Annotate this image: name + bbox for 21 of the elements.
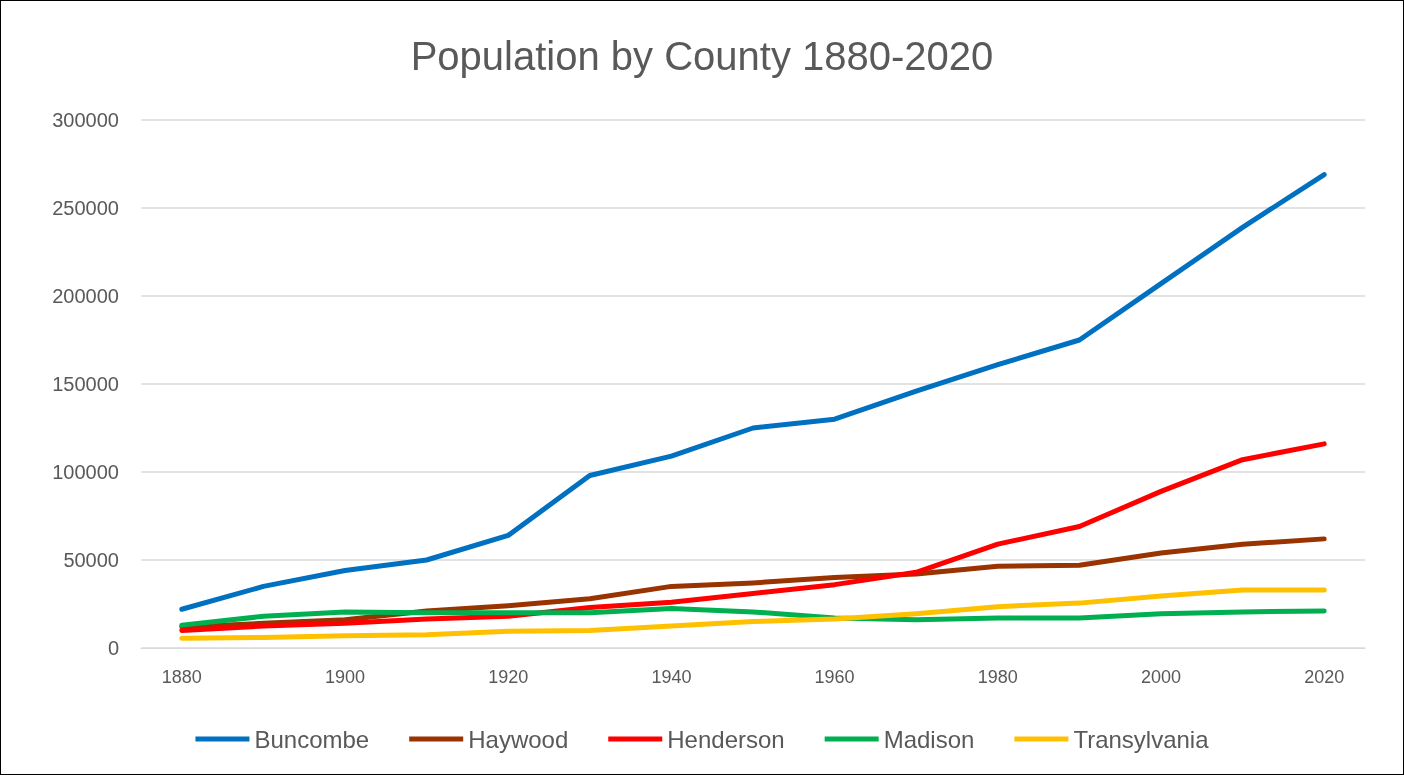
y-tick-label: 300000 bbox=[52, 109, 119, 131]
y-tick-label: 150000 bbox=[52, 373, 119, 395]
y-tick-label: 0 bbox=[107, 637, 119, 659]
y-tick-label: 50000 bbox=[63, 549, 119, 571]
x-tick-label: 2020 bbox=[1304, 667, 1345, 687]
x-tick-label: 1900 bbox=[324, 667, 366, 687]
legend-label: Henderson bbox=[667, 725, 785, 753]
x-tick-label: 1980 bbox=[977, 667, 1018, 687]
legend-label: Haywood bbox=[468, 725, 569, 753]
chart-title: Population by County 1880-2020 bbox=[410, 34, 994, 78]
y-tick-label: 250000 bbox=[52, 197, 119, 219]
x-tick-label: 1880 bbox=[161, 667, 202, 687]
x-tick-label: 1920 bbox=[488, 667, 529, 687]
y-tick-label: 200000 bbox=[52, 285, 119, 307]
y-tick-label: 100000 bbox=[52, 461, 119, 483]
x-tick-label: 1940 bbox=[651, 667, 692, 687]
x-tick-label: 1960 bbox=[814, 667, 855, 687]
x-tick-label: 2000 bbox=[1140, 667, 1182, 687]
legend-label: Transylvania bbox=[1073, 725, 1210, 753]
legend-label: Madison bbox=[883, 725, 975, 753]
legend-label: Buncombe bbox=[254, 725, 370, 753]
